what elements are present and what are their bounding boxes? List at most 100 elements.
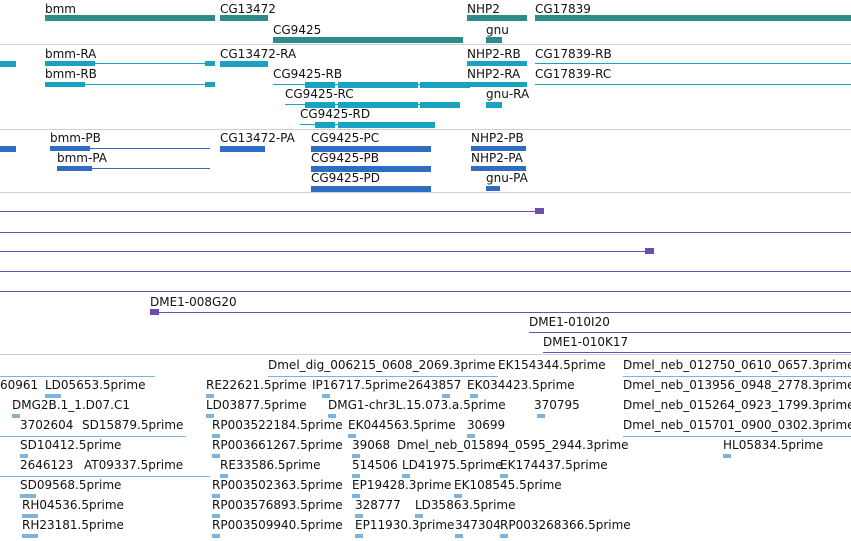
transcript-exon[interactable] bbox=[338, 82, 418, 88]
protein-label[interactable]: bmm-PA bbox=[57, 151, 108, 165]
est-mark[interactable] bbox=[212, 494, 220, 498]
transcript-exon[interactable] bbox=[45, 61, 95, 66]
transcript-exon[interactable] bbox=[220, 61, 268, 67]
est-label[interactable]: RP003522184.5prime bbox=[212, 418, 343, 432]
est-label[interactable]: 2643857 bbox=[408, 378, 462, 392]
est-mark[interactable] bbox=[537, 414, 545, 418]
contig-line[interactable] bbox=[0, 271, 851, 272]
est-label[interactable]: Dmel_neb_015894_0595_2944.3prime bbox=[397, 438, 629, 452]
est-mark[interactable] bbox=[20, 494, 36, 498]
est-label[interactable]: RP003576893.5prime bbox=[212, 498, 343, 512]
est-label[interactable]: EK034423.5prime bbox=[467, 378, 575, 392]
protein-label[interactable]: CG13472-PA bbox=[220, 131, 295, 145]
gene-feature[interactable] bbox=[220, 15, 268, 21]
est-label[interactable]: 60961 bbox=[0, 378, 39, 392]
gene-label[interactable]: bmm bbox=[45, 2, 76, 16]
est-label[interactable]: Dmel_dig_006215_0608_2069.3prime bbox=[268, 358, 496, 372]
transcript-label[interactable]: CG9425-RB bbox=[273, 67, 343, 81]
clone-line[interactable] bbox=[543, 352, 851, 353]
est-label[interactable]: Dmel_neb_015264_0923_1799.3prime bbox=[623, 398, 851, 412]
est-mark[interactable] bbox=[500, 474, 508, 478]
est-label[interactable]: 347304 bbox=[455, 518, 501, 532]
est-label[interactable]: 2646123 bbox=[20, 458, 74, 472]
transcript-exon[interactable] bbox=[486, 102, 502, 108]
protein-segment[interactable] bbox=[57, 166, 92, 171]
est-mark[interactable] bbox=[352, 454, 360, 458]
est-label[interactable]: EK154344.5prime bbox=[498, 358, 606, 372]
est-label[interactable]: EK044563.5prime bbox=[348, 418, 456, 432]
gene-label[interactable]: gnu bbox=[486, 23, 509, 37]
est-label[interactable]: 3702604 bbox=[20, 418, 74, 432]
clone-label[interactable]: DME1-008G20 bbox=[150, 295, 237, 309]
est-label[interactable]: EP11930.3prime bbox=[355, 518, 455, 532]
est-line[interactable] bbox=[268, 376, 498, 377]
est-label[interactable]: RP003661267.5prime bbox=[212, 438, 343, 452]
est-label[interactable]: EK174437.5prime bbox=[500, 458, 608, 472]
protein-label[interactable]: NHP2-PB bbox=[471, 131, 524, 145]
est-mark[interactable] bbox=[45, 394, 61, 398]
contig-line[interactable] bbox=[0, 232, 851, 233]
est-line[interactable] bbox=[623, 376, 851, 377]
protein-segment[interactable] bbox=[471, 166, 526, 171]
est-mark[interactable] bbox=[355, 534, 363, 538]
est-label[interactable]: DMG1-chr3L.15.073.a.5prime bbox=[328, 398, 506, 412]
clone-label[interactable]: DME1-010K17 bbox=[543, 335, 629, 349]
transcript-exon[interactable] bbox=[467, 61, 527, 66]
gene-feature[interactable] bbox=[45, 15, 215, 21]
contig-line[interactable] bbox=[0, 211, 540, 212]
est-label[interactable]: AT09337.5prime bbox=[84, 458, 184, 472]
est-mark[interactable] bbox=[22, 534, 38, 538]
transcript-exon[interactable] bbox=[420, 82, 470, 88]
clone-line[interactable] bbox=[529, 332, 851, 333]
transcript-label[interactable]: CG17839-RC bbox=[535, 67, 612, 81]
est-label[interactable]: HL05834.5prime bbox=[723, 438, 824, 452]
est-label[interactable]: SD10412.5prime bbox=[20, 438, 122, 452]
protein-segment[interactable] bbox=[311, 146, 431, 152]
protein-label[interactable]: CG9425-PB bbox=[311, 151, 380, 165]
est-label[interactable]: RP003502363.5prime bbox=[212, 478, 343, 492]
est-mark[interactable] bbox=[352, 474, 360, 478]
transcript-exon[interactable] bbox=[305, 82, 335, 88]
est-label[interactable]: 514506 bbox=[352, 458, 398, 472]
transcript-exon[interactable] bbox=[338, 122, 435, 128]
protein-label[interactable]: NHP2-PA bbox=[471, 151, 523, 165]
gene-feature[interactable] bbox=[467, 15, 527, 21]
est-mark[interactable] bbox=[322, 394, 330, 398]
est-mark[interactable] bbox=[22, 514, 38, 518]
clone-label[interactable]: DME1-010I20 bbox=[529, 315, 610, 329]
est-label[interactable]: LD35863.5prime bbox=[415, 498, 516, 512]
est-label[interactable]: SD09568.5prime bbox=[20, 478, 122, 492]
contig-line[interactable] bbox=[0, 291, 851, 292]
est-label[interactable]: Dmel_neb_012750_0610_0657.3prime bbox=[623, 358, 851, 372]
est-mark[interactable] bbox=[467, 434, 475, 438]
transcript-exon[interactable] bbox=[305, 102, 335, 108]
est-mark[interactable] bbox=[20, 454, 28, 458]
est-mark[interactable] bbox=[206, 394, 214, 398]
est-line[interactable] bbox=[0, 436, 186, 437]
est-mark[interactable] bbox=[212, 434, 220, 438]
est-label[interactable]: RE33586.5prime bbox=[220, 458, 321, 472]
est-mark[interactable] bbox=[348, 434, 356, 438]
est-mark[interactable] bbox=[328, 414, 336, 418]
transcript-exon[interactable] bbox=[467, 82, 527, 87]
est-mark[interactable] bbox=[454, 494, 462, 498]
est-label[interactable]: RP003268366.5prime bbox=[500, 518, 631, 532]
est-mark[interactable] bbox=[470, 394, 478, 398]
est-mark[interactable] bbox=[500, 534, 508, 538]
protein-segment[interactable] bbox=[311, 166, 431, 172]
contig-line[interactable] bbox=[0, 251, 650, 252]
transcript-label[interactable]: gnu-RA bbox=[486, 87, 530, 101]
protein-segment[interactable] bbox=[50, 146, 90, 151]
transcript-label[interactable]: bmm-RA bbox=[45, 47, 97, 61]
protein-label[interactable]: CG9425-PD bbox=[311, 171, 381, 185]
protein-segment[interactable] bbox=[471, 146, 526, 151]
est-label[interactable]: DMG2B.1_1.D07.C1 bbox=[12, 398, 130, 412]
est-label[interactable]: LD03877.5prime bbox=[206, 398, 307, 412]
est-mark[interactable] bbox=[352, 494, 360, 498]
est-mark[interactable] bbox=[402, 474, 410, 478]
transcript-feature[interactable] bbox=[0, 61, 16, 67]
est-label[interactable]: 39068 bbox=[352, 438, 391, 452]
gene-label[interactable]: CG9425 bbox=[273, 23, 322, 37]
est-mark[interactable] bbox=[415, 514, 423, 518]
transcript-exon[interactable] bbox=[315, 122, 335, 128]
